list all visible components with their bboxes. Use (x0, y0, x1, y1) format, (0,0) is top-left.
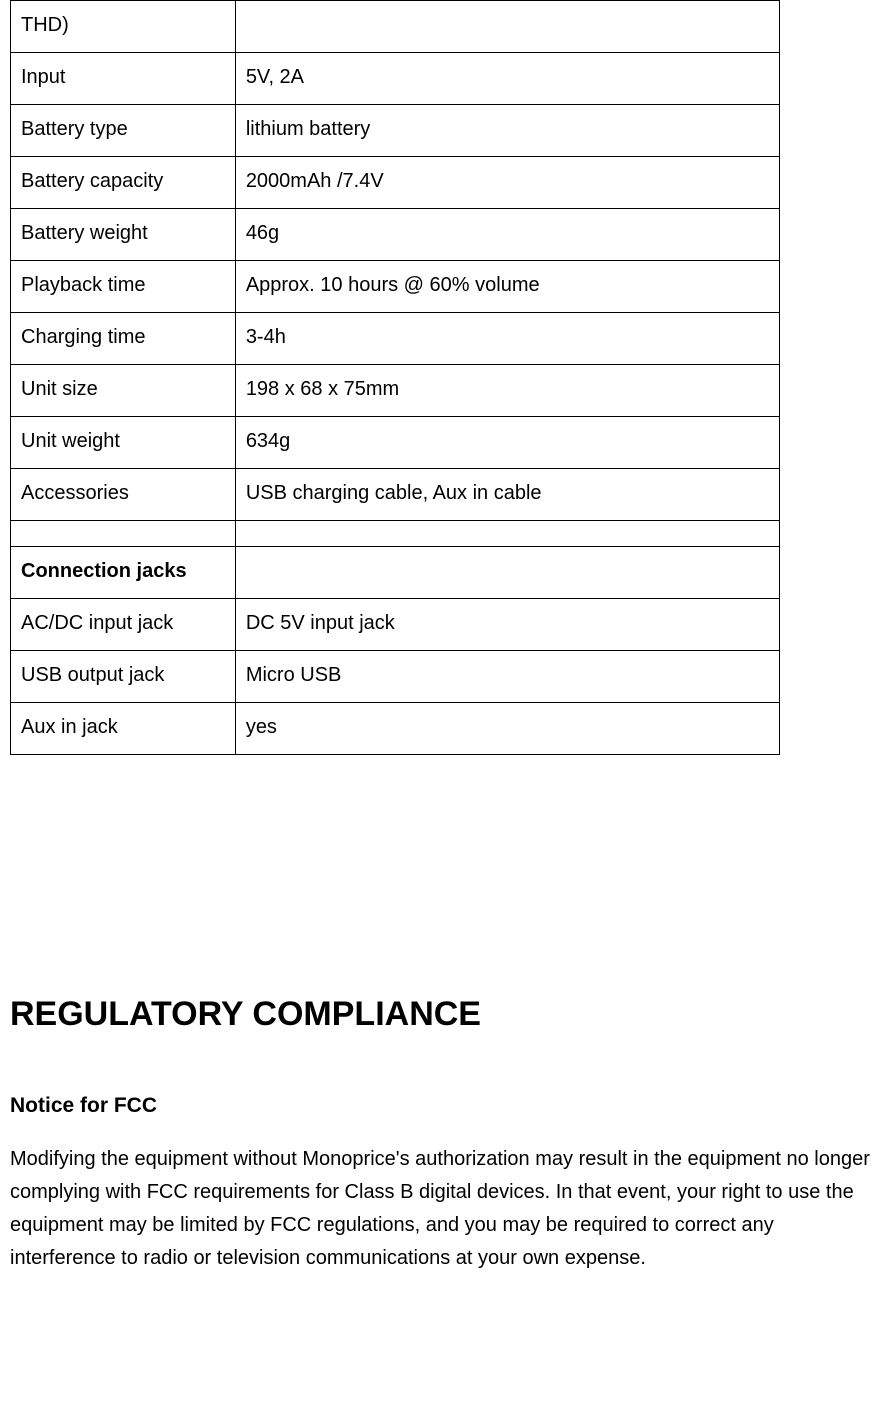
spec-value (235, 521, 779, 547)
spec-label: USB output jack (11, 651, 236, 703)
table-row: Charging time3-4h (11, 313, 780, 365)
spec-value: yes (235, 703, 779, 755)
spec-value: USB charging cable, Aux in cable (235, 469, 779, 521)
table-row: USB output jackMicro USB (11, 651, 780, 703)
spec-label: Battery weight (11, 209, 236, 261)
table-row: Playback timeApprox. 10 hours @ 60% volu… (11, 261, 780, 313)
spec-label: Charging time (11, 313, 236, 365)
table-row (11, 521, 780, 547)
spec-value: 198 x 68 x 75mm (235, 365, 779, 417)
spec-value (235, 547, 779, 599)
spec-value: lithium battery (235, 105, 779, 157)
table-row: Unit size198 x 68 x 75mm (11, 365, 780, 417)
table-row: Battery typelithium battery (11, 105, 780, 157)
regulatory-heading: REGULATORY COMPLIANCE (10, 995, 876, 1034)
spec-label: Battery type (11, 105, 236, 157)
table-row: Battery capacity2000mAh /7.4V (11, 157, 780, 209)
specs-table-body: THD)Input5V, 2ABattery typelithium batte… (11, 1, 780, 755)
spec-label: AC/DC input jack (11, 599, 236, 651)
spec-label: Accessories (11, 469, 236, 521)
table-row: Connection jacks (11, 547, 780, 599)
table-row: Aux in jackyes (11, 703, 780, 755)
table-row: Unit weight634g (11, 417, 780, 469)
spec-label: Input (11, 53, 236, 105)
spec-label: Playback time (11, 261, 236, 313)
table-row: AC/DC input jackDC 5V input jack (11, 599, 780, 651)
spec-label: Battery capacity (11, 157, 236, 209)
spec-value: Micro USB (235, 651, 779, 703)
table-row: AccessoriesUSB charging cable, Aux in ca… (11, 469, 780, 521)
table-row: THD) (11, 1, 780, 53)
spec-value: Approx. 10 hours @ 60% volume (235, 261, 779, 313)
spec-value: DC 5V input jack (235, 599, 779, 651)
spec-label (11, 521, 236, 547)
table-row: Battery weight46g (11, 209, 780, 261)
spec-label: THD) (11, 1, 236, 53)
spec-value: 5V, 2A (235, 53, 779, 105)
spec-value: 2000mAh /7.4V (235, 157, 779, 209)
spec-label: Unit size (11, 365, 236, 417)
spec-value (235, 1, 779, 53)
fcc-paragraph: Modifying the equipment without Monopric… (10, 1143, 876, 1275)
spec-value: 634g (235, 417, 779, 469)
spec-value: 46g (235, 209, 779, 261)
spec-label: Aux in jack (11, 703, 236, 755)
fcc-subheading: Notice for FCC (10, 1094, 876, 1118)
spec-label: Unit weight (11, 417, 236, 469)
table-row: Input5V, 2A (11, 53, 780, 105)
specs-table: THD)Input5V, 2ABattery typelithium batte… (10, 0, 780, 755)
spec-value: 3-4h (235, 313, 779, 365)
spec-label: Connection jacks (11, 547, 236, 599)
